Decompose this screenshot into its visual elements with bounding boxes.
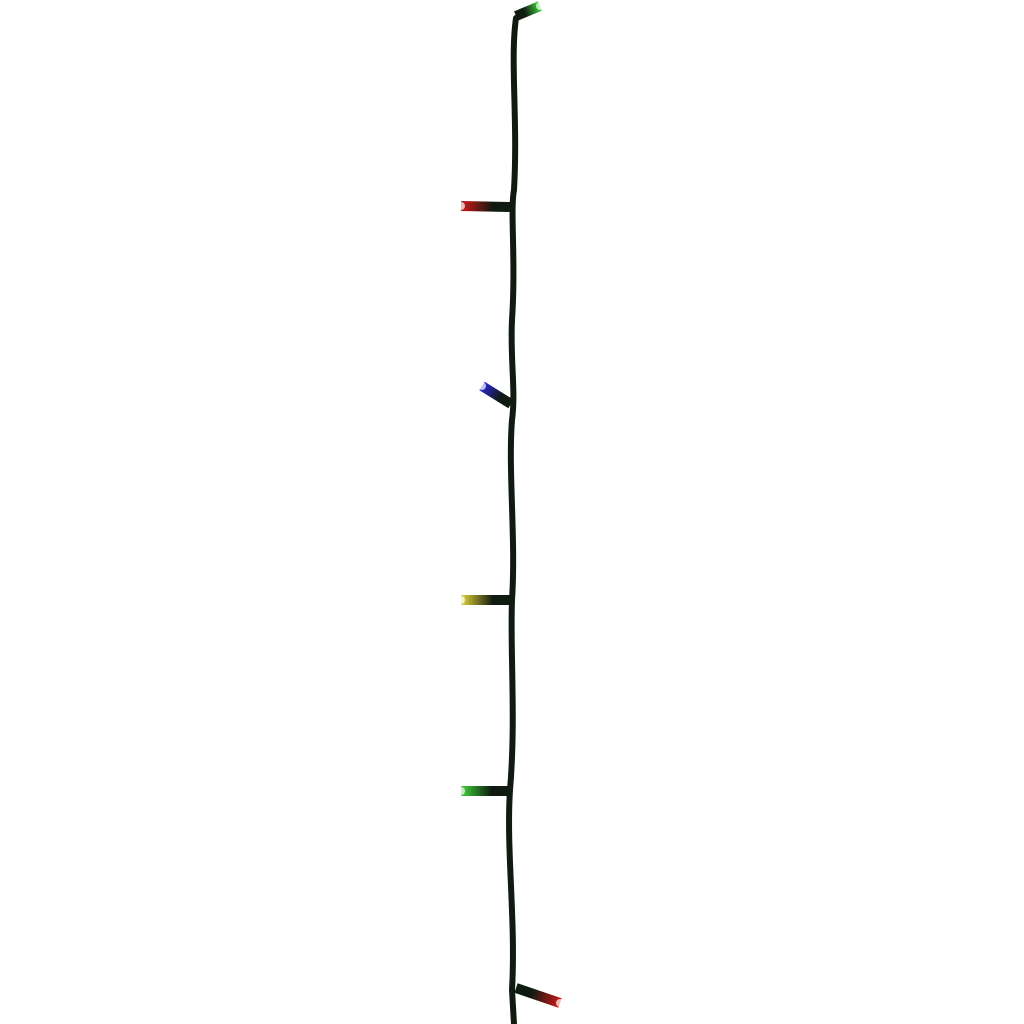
bulb-tip <box>457 787 465 795</box>
bulb-green <box>514 1 542 21</box>
bulb-tip <box>556 999 564 1007</box>
bulb-tip <box>536 2 544 10</box>
bulb-blue <box>479 381 514 409</box>
bulb-tip <box>457 202 465 210</box>
bulb-tip <box>478 382 486 390</box>
bulb-red <box>460 201 511 212</box>
wire <box>506 15 519 1024</box>
bulb-red <box>514 983 562 1008</box>
bulb-tip <box>457 596 465 604</box>
